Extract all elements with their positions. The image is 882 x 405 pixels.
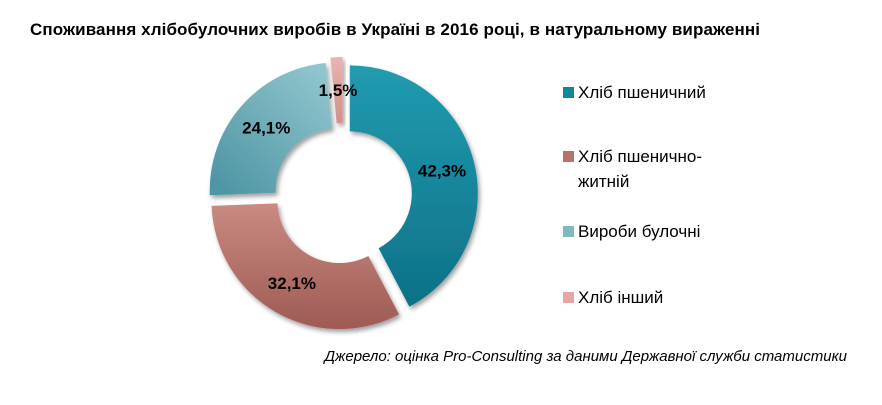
legend-swatch-teal xyxy=(563,87,574,98)
donut-slice-wheat-bread xyxy=(349,65,478,307)
legend-item-other-bread: Хліб інший xyxy=(563,285,753,310)
donut-slice-wheat-rye-bread xyxy=(211,203,400,330)
legend-label: Хліб пшенично-житній xyxy=(578,147,703,191)
donut-chart: 42,3% 32,1% 24,1% 1,5% xyxy=(209,57,478,330)
slice-value-label-buns: 24,1% xyxy=(242,119,290,138)
legend-item-wheat-rye-bread: Хліб пшенично-житній xyxy=(563,144,753,194)
legend-item-buns: Вироби булочні xyxy=(563,219,753,244)
slice-value-label-wheat-rye-bread: 32,1% xyxy=(268,274,316,293)
legend-label: Хліб інший xyxy=(578,288,664,307)
legend-swatch-rose xyxy=(563,151,574,162)
legend-swatch-light-teal xyxy=(563,226,574,237)
donut-slice-buns xyxy=(209,62,332,196)
slice-value-label-other-bread: 1,5% xyxy=(319,81,358,100)
legend-label: Вироби булочні xyxy=(578,222,701,241)
source-note: Джерело: оцінка Pro-Consulting за даними… xyxy=(324,348,847,365)
legend-item-wheat-bread: Хліб пшеничний xyxy=(563,80,753,105)
slice-value-label-wheat-bread: 42,3% xyxy=(418,162,466,181)
donut-slice-other-bread xyxy=(330,57,343,124)
legend-swatch-pink xyxy=(563,292,574,303)
legend-label: Хліб пшеничний xyxy=(578,83,706,102)
chart-title: Споживання хлібобулочних виробів в Украї… xyxy=(30,20,761,39)
